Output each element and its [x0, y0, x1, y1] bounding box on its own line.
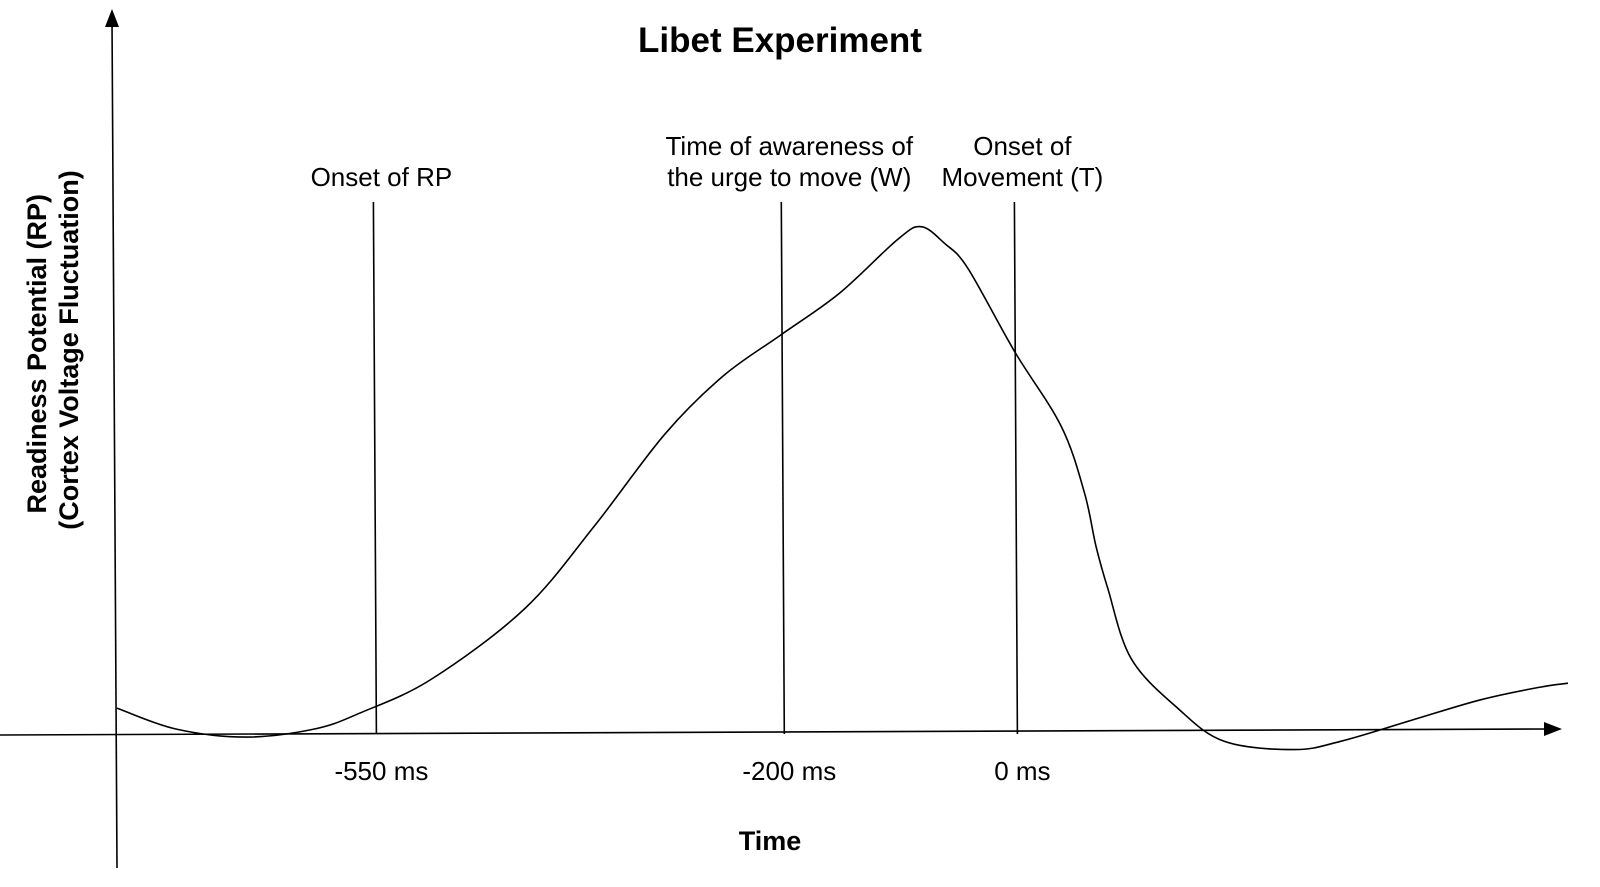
- marker-label-3-line-2: Movement (T): [941, 162, 1103, 192]
- x-axis-arrow-icon: [1544, 722, 1562, 736]
- y-axis-label: Readiness Potential (RP) (Cortex Voltage…: [22, 170, 84, 530]
- readiness-potential-curve: [116, 225, 1569, 751]
- marker-label-2-line-2: the urge to move (W): [667, 162, 911, 192]
- y-axis-label-line-1: Readiness Potential (RP): [22, 194, 52, 514]
- marker-line-2: [780, 201, 786, 735]
- marker-line-3: [1013, 201, 1019, 735]
- tick-group: -550 ms -200 ms 0 ms: [334, 756, 1050, 786]
- x-axis: [0, 728, 1549, 736]
- marker-line-1: [372, 201, 378, 735]
- marker-label-3-line-1: Onset of: [973, 131, 1072, 161]
- marker-label-3: Onset of Movement (T): [941, 131, 1103, 192]
- chart-title: Libet Experiment: [638, 21, 922, 60]
- marker-label-1: Onset of RP: [311, 162, 453, 192]
- marker-label-2-line-1: Time of awareness of: [666, 131, 914, 161]
- marker-label-2: Time of awareness of the urge to move (W): [666, 131, 914, 192]
- marker-group: Onset of RP Time of awareness of the urge …: [311, 131, 1103, 735]
- y-axis-arrow-icon: [105, 9, 119, 27]
- x-tick-label-2: -200 ms: [742, 756, 836, 786]
- marker-label-1-line-1: Onset of RP: [311, 162, 453, 192]
- x-tick-label-3: 0 ms: [994, 756, 1050, 786]
- x-tick-label-1: -550 ms: [334, 756, 428, 786]
- y-axis-label-line-2: (Cortex Voltage Fluctuation): [54, 170, 84, 530]
- x-axis-label: Time: [739, 826, 802, 856]
- y-axis: [111, 19, 118, 869]
